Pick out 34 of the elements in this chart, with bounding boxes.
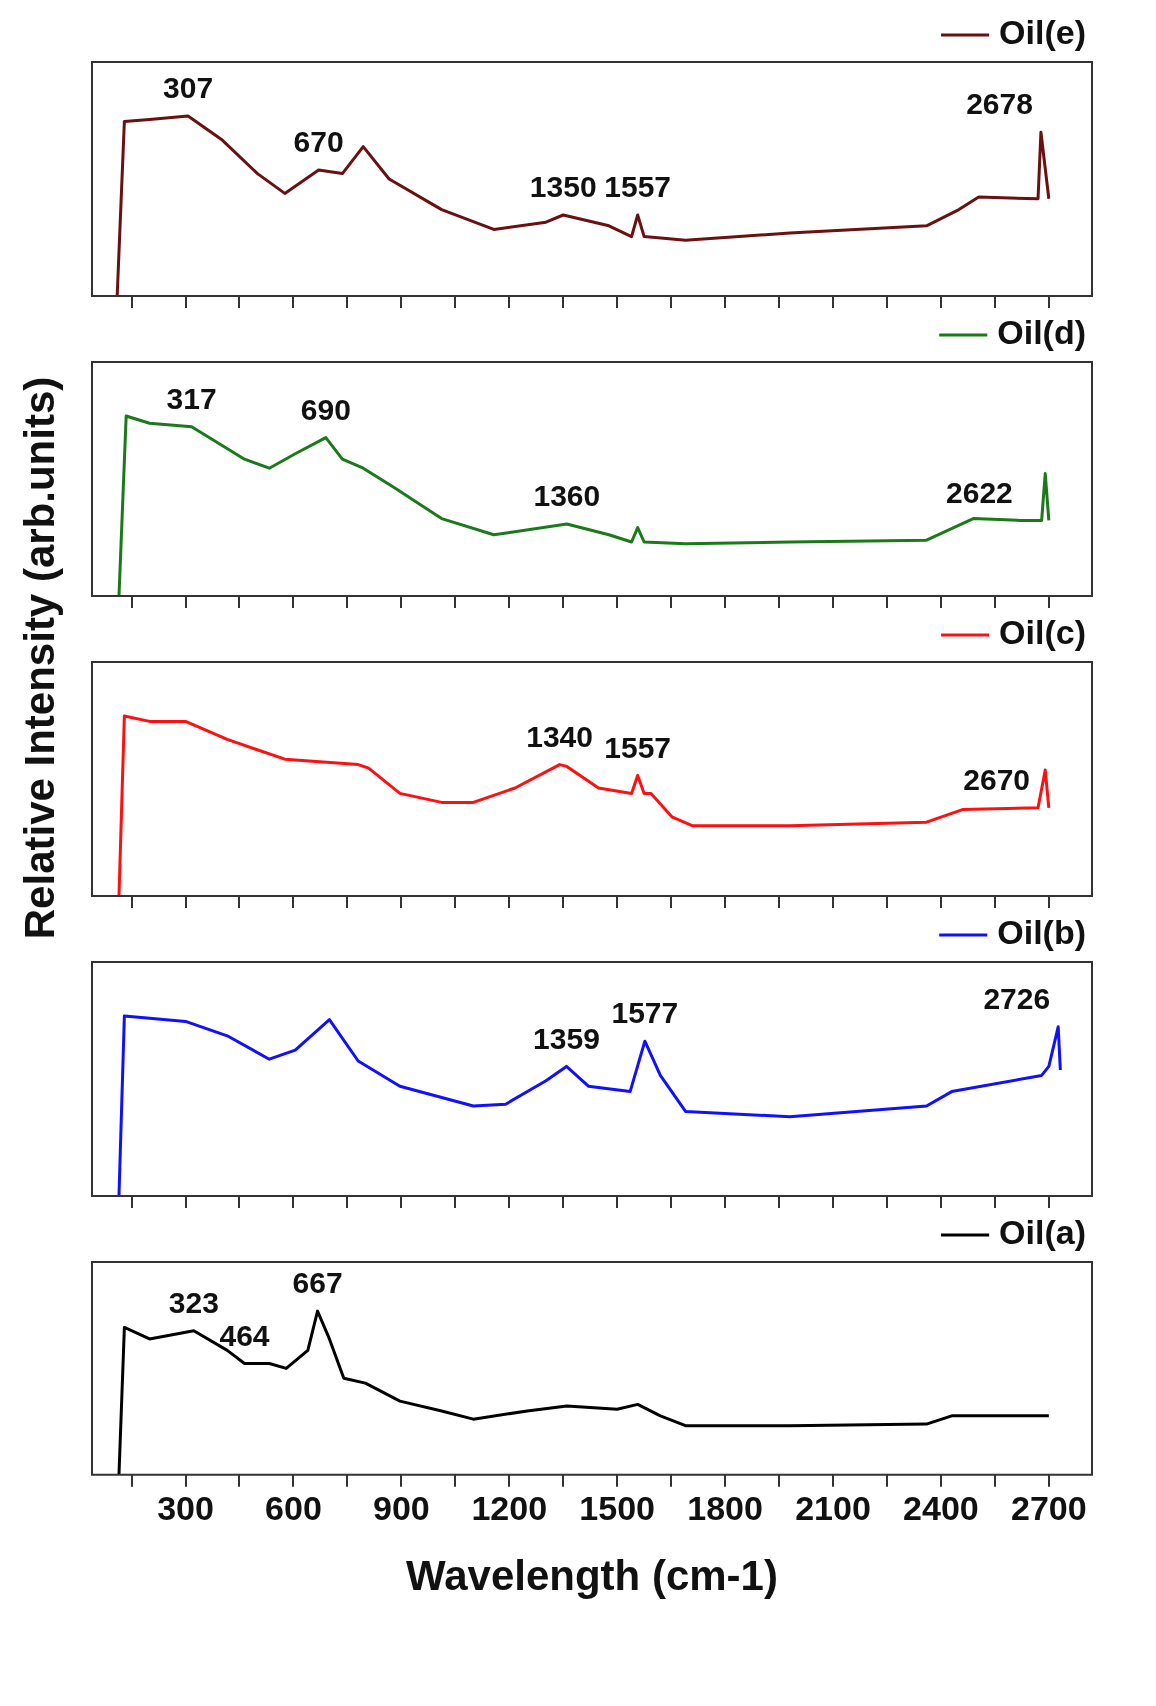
annotation: 1360 bbox=[533, 479, 601, 513]
legend-label: Oil(b) bbox=[997, 913, 1087, 952]
annotation: 1340 bbox=[526, 719, 593, 753]
annotation: 2670 bbox=[963, 763, 1031, 797]
annotation: 323 bbox=[168, 1286, 219, 1320]
x-tick-label: 900 bbox=[372, 1488, 430, 1527]
x-tick-label: 2700 bbox=[1011, 1488, 1087, 1527]
annotation: 670 bbox=[293, 125, 344, 159]
annotation: 1359 bbox=[533, 1021, 600, 1055]
annotation: 464 bbox=[219, 1318, 270, 1352]
x-tick-label: 1800 bbox=[687, 1488, 763, 1527]
annotation: 1577 bbox=[611, 996, 679, 1030]
annotation: 1557 bbox=[604, 730, 672, 764]
annotation: 1350 bbox=[529, 170, 597, 204]
legend-label: Oil(a) bbox=[999, 1213, 1087, 1252]
annotation: 2678 bbox=[966, 87, 1033, 121]
x-tick-label: 2400 bbox=[903, 1488, 979, 1527]
x-tick-label: 1500 bbox=[579, 1488, 655, 1527]
annotation: 667 bbox=[292, 1266, 343, 1300]
annotation: 307 bbox=[163, 71, 214, 105]
annotation: 690 bbox=[300, 392, 351, 426]
annotation: 2622 bbox=[946, 475, 1013, 509]
legend-label: Oil(d) bbox=[997, 313, 1087, 352]
x-tick-label: 1200 bbox=[471, 1488, 548, 1527]
x-tick-label: 600 bbox=[265, 1488, 322, 1527]
annotation: 1557 bbox=[604, 170, 672, 204]
annotation: 2726 bbox=[983, 982, 1051, 1016]
annotation: 317 bbox=[166, 382, 217, 416]
x-axis-title: Wavelength (cm-1) bbox=[406, 1552, 778, 1600]
x-tick-label: 2100 bbox=[795, 1488, 871, 1527]
y-axis-title: Relative Intensity (arb.units) bbox=[16, 376, 64, 940]
legend-label: Oil(c) bbox=[999, 613, 1087, 652]
x-tick-label: 300 bbox=[157, 1488, 214, 1527]
legend-label: Oil(e) bbox=[999, 13, 1087, 52]
